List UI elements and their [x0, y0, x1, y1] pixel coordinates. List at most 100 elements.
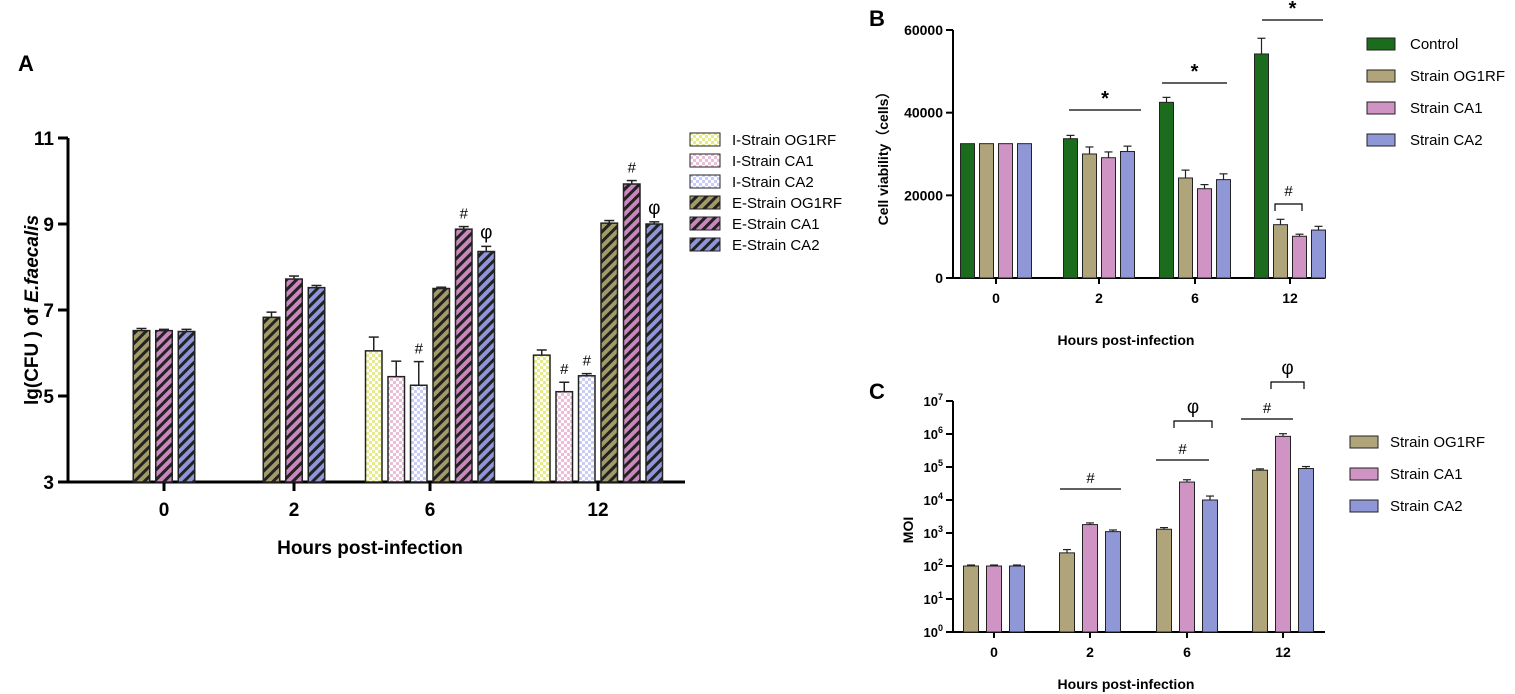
panel-c-y-tick-exponent: 7 — [938, 392, 943, 402]
panel-c-y-tick-exponent: 0 — [938, 623, 943, 633]
panel-a-legend-swatch-i-strain-ca2 — [689, 174, 721, 189]
panel-a-significance-phi: φ — [648, 198, 660, 219]
panel-a-significance-hash: # — [560, 361, 569, 378]
panel-b-y-tick-label: 40000 — [904, 105, 943, 121]
panel-a-y-axis-title-prefix: lg(CFU ) of — [22, 303, 43, 405]
panel-b-bar-control-0 — [960, 143, 975, 279]
panel-a-bar-i-strain-ca2-6 — [409, 384, 428, 483]
panel-label-a: A — [18, 51, 34, 76]
panel-b-legend-label-control: Control — [1410, 36, 1458, 53]
panel-b-x-tick-label: 6 — [1191, 290, 1199, 306]
panel-c-legend-label-strain-ca1: Strain CA1 — [1390, 466, 1463, 483]
panel-b-significance-asterisk: * — [1191, 61, 1199, 83]
panel-c-y-tick-label: 101 — [924, 590, 943, 607]
panel-b-bar-strain-ca1-12 — [1292, 235, 1307, 279]
panel-a-bar-e-strain-ca1-0 — [155, 329, 173, 483]
panel-b-bar-strain-ca1-2 — [1101, 157, 1116, 279]
panel-a-legend-swatch-i-strain-ca1 — [689, 153, 721, 168]
panel-a-bar-i-strain-ca1-6 — [387, 375, 406, 483]
panel-c-y-tick-base: 10 — [924, 559, 938, 574]
panel-a-bar-i-strain-og1rf-12 — [532, 354, 551, 483]
panel-b-legend-label-strain-ca2: Strain CA2 — [1410, 132, 1483, 149]
panel-a-bar-i-strain-ca2-12 — [577, 375, 596, 483]
panel-a-bar-i-strain-og1rf-6 — [364, 350, 383, 483]
panel-a-legend-swatch-e-strain-ca2 — [689, 237, 721, 252]
panel-a-bar-i-strain-ca1-12 — [555, 390, 574, 483]
panel-c-bar-strain-ca2-12 — [1298, 468, 1314, 633]
panel-c-y-tick-base: 10 — [924, 625, 938, 640]
panel-c-legend-label-strain-og1rf: Strain OG1RF — [1390, 434, 1485, 451]
panel-a-bar-e-strain-ca2-2 — [307, 286, 326, 483]
panel-c-x-axis-title: Hours post-infection — [1058, 676, 1195, 692]
panel-c-bar-strain-og1rf-2 — [1059, 552, 1075, 633]
panel-a-legend-label-i-strain-ca2: I-Strain CA2 — [732, 174, 814, 191]
panel-b-x-tick-label: 12 — [1282, 290, 1298, 306]
panel-b-y-tick-label: 20000 — [904, 187, 943, 203]
panel-a-legend-label-e-strain-ca2: E-Strain CA2 — [732, 237, 820, 254]
panel-c-y-tick-exponent: 1 — [938, 590, 943, 600]
panel-b-bar-strain-ca1-0 — [998, 143, 1013, 279]
panel-b-bar-control-6 — [1159, 101, 1174, 279]
panel-c-bar-strain-ca1-0 — [986, 565, 1002, 633]
panel-a-bar-e-strain-ca1-6 — [454, 228, 473, 483]
panel-c-y-tick-label: 106 — [924, 425, 943, 442]
panel-a-legend-swatch-i-strain-og1rf — [689, 132, 721, 147]
panel-b-bar-control-2 — [1063, 138, 1078, 279]
panel-label-c: C — [869, 379, 885, 404]
panel-c-significance-phi: φ — [1187, 397, 1199, 418]
panel-b-legend-label-strain-og1rf: Strain OG1RF — [1410, 68, 1505, 85]
panel-c-y-tick-exponent: 3 — [938, 524, 943, 534]
panel-a-x-tick-label: 2 — [289, 500, 300, 521]
panel-c-y-tick-label: 102 — [924, 557, 943, 574]
panel-a-significance-hash: # — [460, 206, 469, 223]
panel-b-bar-strain-ca2-6 — [1216, 179, 1231, 279]
panel-a-bar-e-strain-ca2-12 — [645, 223, 664, 483]
panel-c-bar-strain-ca2-0 — [1009, 565, 1025, 633]
panel-b-significance-hash: # — [1284, 183, 1293, 200]
panel-b-significance-asterisk: * — [1289, 0, 1297, 20]
panel-c-y-tick-exponent: 5 — [938, 458, 943, 468]
panel-a-y-tick-label: 9 — [43, 215, 54, 236]
panel-b-x-tick-label: 0 — [992, 290, 1000, 306]
panel-c-y-tick-base: 10 — [924, 427, 938, 442]
panel-c-y-tick-exponent: 2 — [938, 557, 943, 567]
panel-a-x-tick-label: 6 — [425, 500, 436, 521]
panel-a-legend-label-i-strain-og1rf: I-Strain OG1RF — [732, 132, 836, 149]
panel-c-y-tick-exponent: 4 — [938, 491, 943, 501]
panel-c-y-tick-label: 103 — [924, 524, 943, 541]
panel-a-significance-hash: # — [628, 160, 637, 177]
panel-a-legend-label-e-strain-og1rf: E-Strain OG1RF — [732, 195, 842, 212]
panel-c-significance-hash: # — [1178, 441, 1187, 458]
panel-c-y-tick-exponent: 6 — [938, 425, 943, 435]
panel-b-significance-bracket — [1274, 203, 1303, 211]
panel-a-bar-e-strain-og1rf-6 — [432, 287, 451, 483]
panel-c-y-tick-label: 107 — [924, 392, 943, 409]
panel-a-bar-e-strain-ca1-2 — [285, 278, 303, 483]
panel-a-bar-e-strain-og1rf-0 — [132, 329, 151, 483]
panel-b-bar-strain-ca2-0 — [1017, 143, 1032, 279]
panel-b-x-axis-title: Hours post-infection — [1058, 332, 1195, 348]
panel-a-significance-hash: # — [415, 341, 424, 358]
panel-b-legend-swatch-control — [1366, 37, 1396, 51]
panel-b-bar-strain-ca1-6 — [1197, 188, 1212, 279]
panel-c-legend-swatch-strain-ca1 — [1349, 467, 1379, 481]
panel-b-legend-swatch-strain-ca1 — [1366, 101, 1396, 115]
panel-b-significance-asterisk: * — [1101, 88, 1109, 110]
panel-a-bar-e-strain-og1rf-12 — [600, 222, 619, 483]
panel-label-b: B — [869, 6, 885, 31]
panel-b-legend-swatch-strain-og1rf — [1366, 69, 1396, 83]
panel-a-x-tick-label: 12 — [587, 500, 608, 521]
panel-c-y-tick-base: 10 — [924, 493, 938, 508]
panel-c-significance-bracket — [1270, 381, 1305, 389]
panel-a-y-tick-label: 11 — [34, 129, 55, 150]
panel-c-y-tick-base: 10 — [924, 460, 938, 475]
panel-a-significance-phi: φ — [480, 222, 492, 243]
panel-c-significance-bracket — [1173, 420, 1213, 428]
panel-a-y-tick-label: 7 — [43, 301, 54, 322]
panel-c-y-tick-base: 10 — [924, 526, 938, 541]
panel-b-y-tick-label: 60000 — [904, 22, 943, 38]
panel-a-x-axis-title: Hours post-infection — [277, 538, 463, 559]
panel-c-y-tick-label: 100 — [924, 623, 943, 640]
panel-c-bar-strain-ca1-2 — [1082, 524, 1098, 633]
